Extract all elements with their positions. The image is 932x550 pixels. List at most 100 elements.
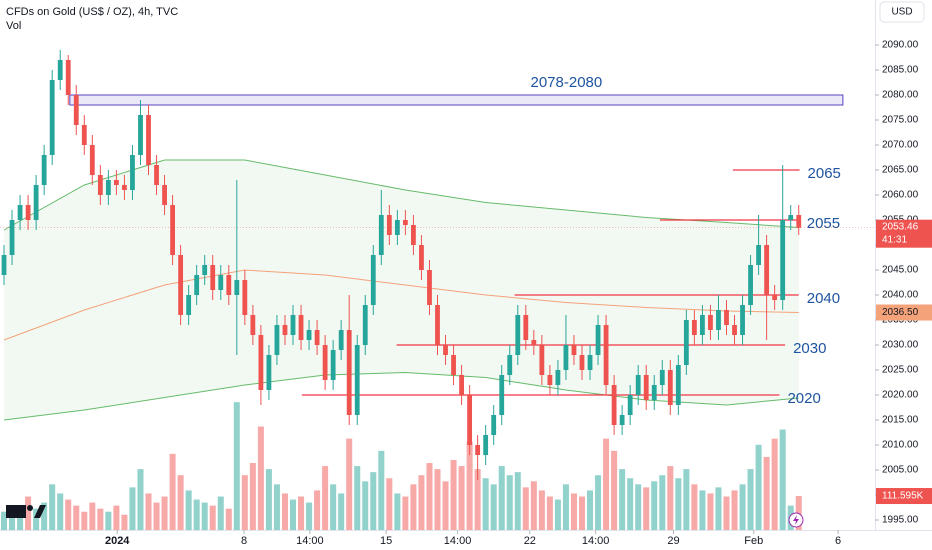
volume-bar xyxy=(25,496,32,530)
candle-body xyxy=(57,60,63,80)
volume-bar xyxy=(683,469,690,530)
volume-bar xyxy=(97,508,104,530)
logo-dot[interactable] xyxy=(27,505,33,511)
volume-bar xyxy=(627,478,634,530)
candle-body xyxy=(122,185,127,190)
candle-body xyxy=(419,245,424,270)
volume-bar xyxy=(466,441,473,530)
candle-body xyxy=(555,370,561,385)
volume-bar xyxy=(587,490,594,530)
candle-body xyxy=(659,370,665,385)
candle-body xyxy=(9,220,15,255)
volume-bar xyxy=(779,429,786,530)
volume-bar xyxy=(201,502,208,530)
candle-body xyxy=(81,125,87,145)
volume-bar xyxy=(233,402,240,530)
currency-button[interactable] xyxy=(879,1,925,23)
volume-bar xyxy=(739,484,746,530)
candle-body xyxy=(370,255,376,305)
candle-body xyxy=(49,80,55,155)
candle-body xyxy=(322,345,328,380)
volume-bar xyxy=(402,496,409,530)
currency-label[interactable]: USD xyxy=(891,7,912,18)
candle-body xyxy=(740,305,745,335)
volume-bar xyxy=(482,478,489,530)
candle-body xyxy=(667,370,673,405)
lightning-icon[interactable] xyxy=(793,515,799,525)
candle-body xyxy=(708,315,713,330)
volume-bar xyxy=(249,463,256,530)
candle-body xyxy=(218,275,224,290)
candle-body xyxy=(523,315,529,340)
logo-shape[interactable] xyxy=(34,505,46,518)
volume-bar xyxy=(795,496,802,530)
candle-body xyxy=(796,215,802,228)
candle-body xyxy=(531,340,537,345)
candle-body xyxy=(716,310,721,330)
candle-body xyxy=(105,180,111,195)
candle-body xyxy=(764,245,770,295)
candle-body xyxy=(298,315,304,340)
candle-body xyxy=(258,335,264,390)
volume-legend: Vol xyxy=(6,20,21,32)
volume-bar xyxy=(675,478,682,530)
volume-bar xyxy=(707,493,714,530)
y-tick-label: 2025.00 xyxy=(882,365,919,376)
volume-bar xyxy=(89,502,96,530)
candle-body xyxy=(330,350,336,380)
logo-shape[interactable] xyxy=(6,505,26,518)
candle-body xyxy=(73,95,79,125)
volume-bar xyxy=(771,438,778,530)
volume-bar xyxy=(530,481,537,530)
volume-bar xyxy=(426,463,433,530)
volume-bar xyxy=(49,484,56,530)
y-tick-label: 2015.00 xyxy=(882,415,919,426)
candle-body xyxy=(89,145,95,175)
zone-label: 2078-2080 xyxy=(530,74,602,91)
candle-body xyxy=(362,305,368,345)
candle-body xyxy=(33,185,39,220)
candle-body xyxy=(539,345,545,375)
candle-body xyxy=(515,315,521,355)
candle-body xyxy=(146,115,151,165)
volume-bar xyxy=(298,496,305,530)
candle-body xyxy=(394,220,400,235)
candle-body xyxy=(194,275,200,295)
symbol-title: CFDs on Gold (US$ / OZ), 4h, TVC xyxy=(6,6,178,18)
candle-body xyxy=(435,305,440,345)
candle-body xyxy=(402,220,408,225)
y-tick-label: 1995.00 xyxy=(882,515,919,526)
middle-price-box xyxy=(876,304,932,321)
level-label: 2040 xyxy=(807,290,840,307)
volume-bar xyxy=(611,450,618,530)
x-tick-label: 15 xyxy=(380,535,392,547)
last-price-label: 2053.46 xyxy=(882,221,919,232)
candle-body xyxy=(290,315,296,335)
volume-bar xyxy=(651,481,658,530)
y-tick-label: 2075.00 xyxy=(882,115,919,126)
level-label: 2055 xyxy=(807,215,840,232)
candle-body xyxy=(378,215,384,255)
volume-bar xyxy=(217,496,224,530)
x-tick-label: 14:00 xyxy=(444,535,472,547)
candle-body xyxy=(467,395,473,445)
y-tick-label: 2090.00 xyxy=(882,40,919,51)
candle-body xyxy=(178,255,184,315)
candle-body xyxy=(732,325,737,335)
volume-bar xyxy=(137,469,144,530)
middle-band-line xyxy=(3,269,799,341)
tradingview-logo[interactable] xyxy=(6,505,46,518)
candle-body xyxy=(411,225,416,245)
lightning-button[interactable] xyxy=(788,512,804,528)
y-tick-label: 2060.00 xyxy=(882,190,919,201)
volume-bar xyxy=(281,493,288,530)
volume-last-box xyxy=(876,488,932,505)
volume-bar xyxy=(619,469,626,530)
volume-bar xyxy=(257,426,264,530)
candle-body xyxy=(780,220,786,300)
candle-body xyxy=(587,355,593,370)
volume-bar xyxy=(635,484,642,530)
candle-body xyxy=(266,355,272,390)
volume-bar xyxy=(554,499,561,530)
